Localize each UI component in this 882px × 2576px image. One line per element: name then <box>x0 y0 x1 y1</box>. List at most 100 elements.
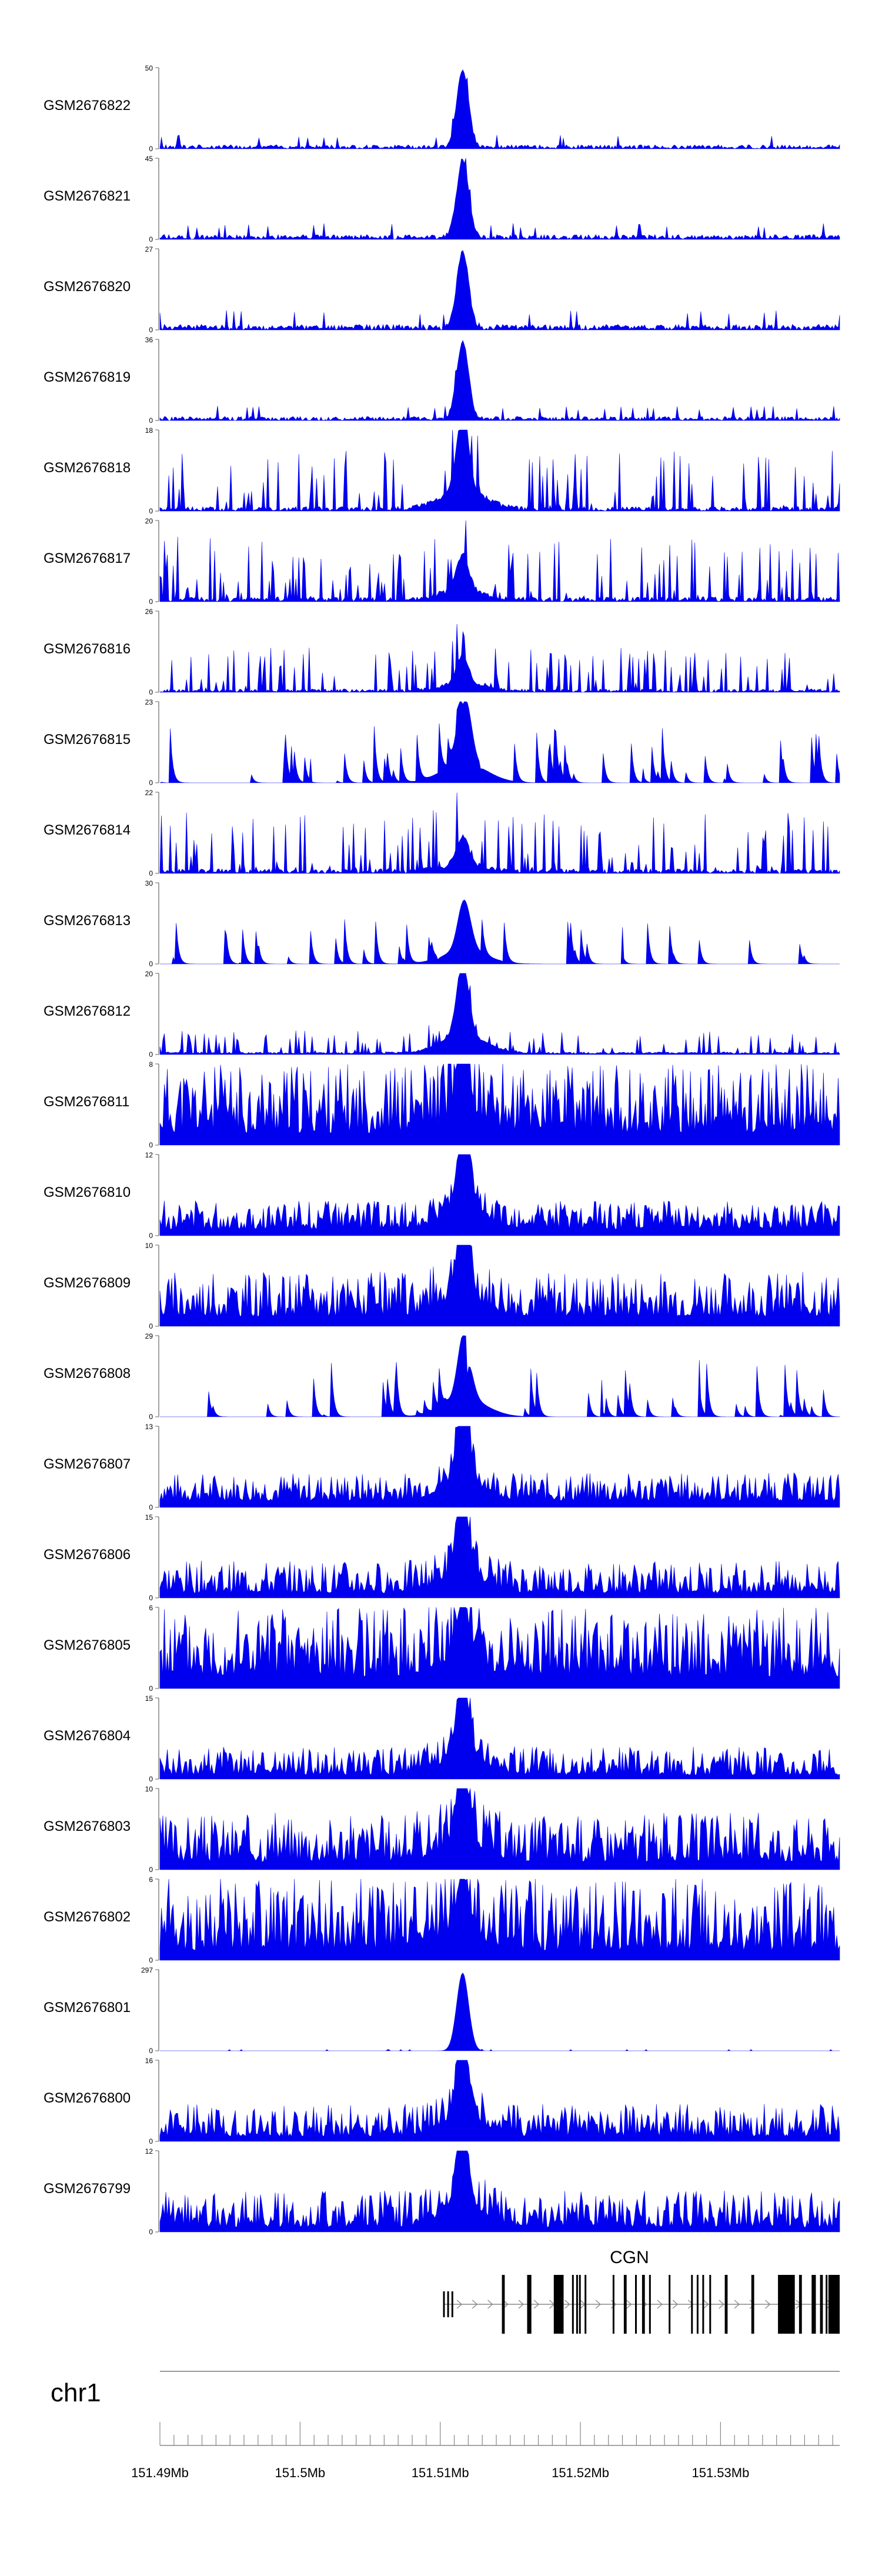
track-GSM2676809: GSM2676809 10 0 <box>44 1242 840 1330</box>
track-GSM2676800: GSM2676800 16 0 <box>44 2057 840 2145</box>
gene-exon <box>649 2275 651 2334</box>
coverage-area <box>159 1788 840 1870</box>
y-tick-zero-label: 0 <box>149 1050 153 1059</box>
coverage-area <box>159 2150 840 2233</box>
gene-exon <box>696 2275 699 2334</box>
track-GSM2676819: GSM2676819 36 0 <box>44 336 840 425</box>
y-tick-max-label: 30 <box>145 879 153 887</box>
y-tick-zero-label: 0 <box>149 779 153 787</box>
gene-exon <box>623 2275 627 2334</box>
strand-arrow <box>456 2300 463 2309</box>
track-label: GSM2676802 <box>44 1909 131 1925</box>
coverage-area <box>159 520 840 602</box>
track-GSM2676802: GSM2676802 6 0 <box>44 1876 840 1964</box>
y-tick-zero-label: 0 <box>149 1866 153 1874</box>
strand-arrow <box>657 2300 663 2309</box>
y-tick-max-label: 13 <box>145 1423 153 1431</box>
coverage-area <box>159 1426 840 1508</box>
track-label: GSM2676808 <box>44 1366 131 1382</box>
y-tick-zero-label: 0 <box>149 1322 153 1330</box>
y-tick-max-label: 6 <box>149 1876 153 1884</box>
track-GSM2676814: GSM2676814 22 0 <box>44 789 840 877</box>
track-label: GSM2676814 <box>44 822 131 838</box>
coverage-tracks: GSM2676822500GSM2676821450GSM2676820270G… <box>44 64 840 2236</box>
y-tick-max-label: 297 <box>141 1966 153 1974</box>
gene-exon <box>553 2275 564 2334</box>
gene-exon <box>502 2275 505 2334</box>
gene-exon <box>579 2275 581 2334</box>
gene-exon <box>576 2275 578 2334</box>
y-tick-max-label: 8 <box>149 1060 153 1069</box>
coverage-area <box>159 792 840 875</box>
y-tick-zero-label: 0 <box>149 326 153 334</box>
y-tick-zero-label: 0 <box>149 235 153 243</box>
chromosome-label: chr1 <box>51 2378 101 2407</box>
coverage-area <box>159 973 840 1055</box>
x-tick-label: 151.53Mb <box>691 2465 749 2480</box>
track-GSM2676803: GSM2676803 10 0 <box>44 1785 840 1874</box>
gene-exon <box>447 2291 449 2317</box>
track-GSM2676822: GSM2676822 50 0 <box>44 64 840 153</box>
track-GSM2676799: GSM2676799 12 0 <box>44 2147 840 2236</box>
track-GSM2676818: GSM2676818 18 0 <box>44 426 840 515</box>
coverage-area <box>159 1244 840 1327</box>
coverage-area <box>159 429 840 512</box>
coverage-area <box>159 1063 840 1146</box>
gene-annotation-track: CGN <box>443 2248 840 2334</box>
gene-exon <box>702 2275 704 2334</box>
track-label: GSM2676821 <box>44 188 131 204</box>
x-tick-label: 151.5Mb <box>275 2465 326 2480</box>
y-tick-zero-label: 0 <box>149 1413 153 1421</box>
gene-exon <box>669 2275 671 2334</box>
y-tick-zero-label: 0 <box>149 507 153 515</box>
gene-exon <box>751 2275 754 2334</box>
track-label: GSM2676809 <box>44 1275 131 1291</box>
track-GSM2676817: GSM2676817 20 0 <box>44 517 840 606</box>
gene-exon <box>799 2275 802 2334</box>
strand-arrow <box>719 2300 724 2309</box>
y-tick-zero-label: 0 <box>149 2137 153 2145</box>
track-label: GSM2676804 <box>44 1728 131 1744</box>
strand-arrow <box>472 2300 478 2309</box>
track-label: GSM2676812 <box>44 1003 131 1019</box>
y-tick-zero-label: 0 <box>149 1232 153 1240</box>
coverage-area <box>159 1154 840 1236</box>
coverage-area <box>160 1335 840 1417</box>
y-tick-zero-label: 0 <box>149 688 153 696</box>
gene-name-label: CGN <box>610 2248 649 2267</box>
gene-exon <box>451 2291 453 2317</box>
coverage-area <box>159 623 840 693</box>
track-label: GSM2676805 <box>44 1637 131 1653</box>
gene-exon <box>811 2275 816 2334</box>
y-tick-zero-label: 0 <box>149 869 153 877</box>
coverage-area <box>159 2060 840 2142</box>
y-tick-zero-label: 0 <box>149 416 153 425</box>
strand-arrow <box>672 2300 679 2309</box>
track-label: GSM2676820 <box>44 279 131 295</box>
track-label: GSM2676800 <box>44 2090 131 2106</box>
track-label: GSM2676799 <box>44 2181 131 2197</box>
strand-arrow <box>564 2300 570 2309</box>
coverage-area <box>160 1973 840 2051</box>
track-GSM2676811: GSM2676811 8 0 <box>44 1060 840 1149</box>
track-label: GSM2676801 <box>44 2000 131 2016</box>
y-tick-zero-label: 0 <box>149 1775 153 1783</box>
x-tick-label: 151.51Mb <box>412 2465 469 2480</box>
track-GSM2676815: GSM2676815 23 0 <box>44 698 840 787</box>
strand-arrow <box>765 2300 771 2309</box>
coverage-area <box>159 340 840 421</box>
track-GSM2676820: GSM2676820 27 0 <box>44 245 840 334</box>
gene-exon <box>527 2275 532 2334</box>
strand-arrow <box>487 2300 493 2309</box>
y-tick-max-label: 27 <box>145 245 153 253</box>
y-tick-max-label: 20 <box>145 517 153 525</box>
track-GSM2676804: GSM2676804 15 0 <box>44 1694 840 1783</box>
track-label: GSM2676817 <box>44 550 131 566</box>
strand-arrow <box>703 2300 709 2309</box>
y-tick-zero-label: 0 <box>149 2228 153 2236</box>
y-tick-max-label: 12 <box>145 1151 153 1159</box>
track-GSM2676806: GSM2676806 15 0 <box>44 1513 840 1602</box>
strand-arrow <box>595 2300 602 2309</box>
y-tick-zero-label: 0 <box>149 598 153 606</box>
coverage-area <box>159 250 840 331</box>
